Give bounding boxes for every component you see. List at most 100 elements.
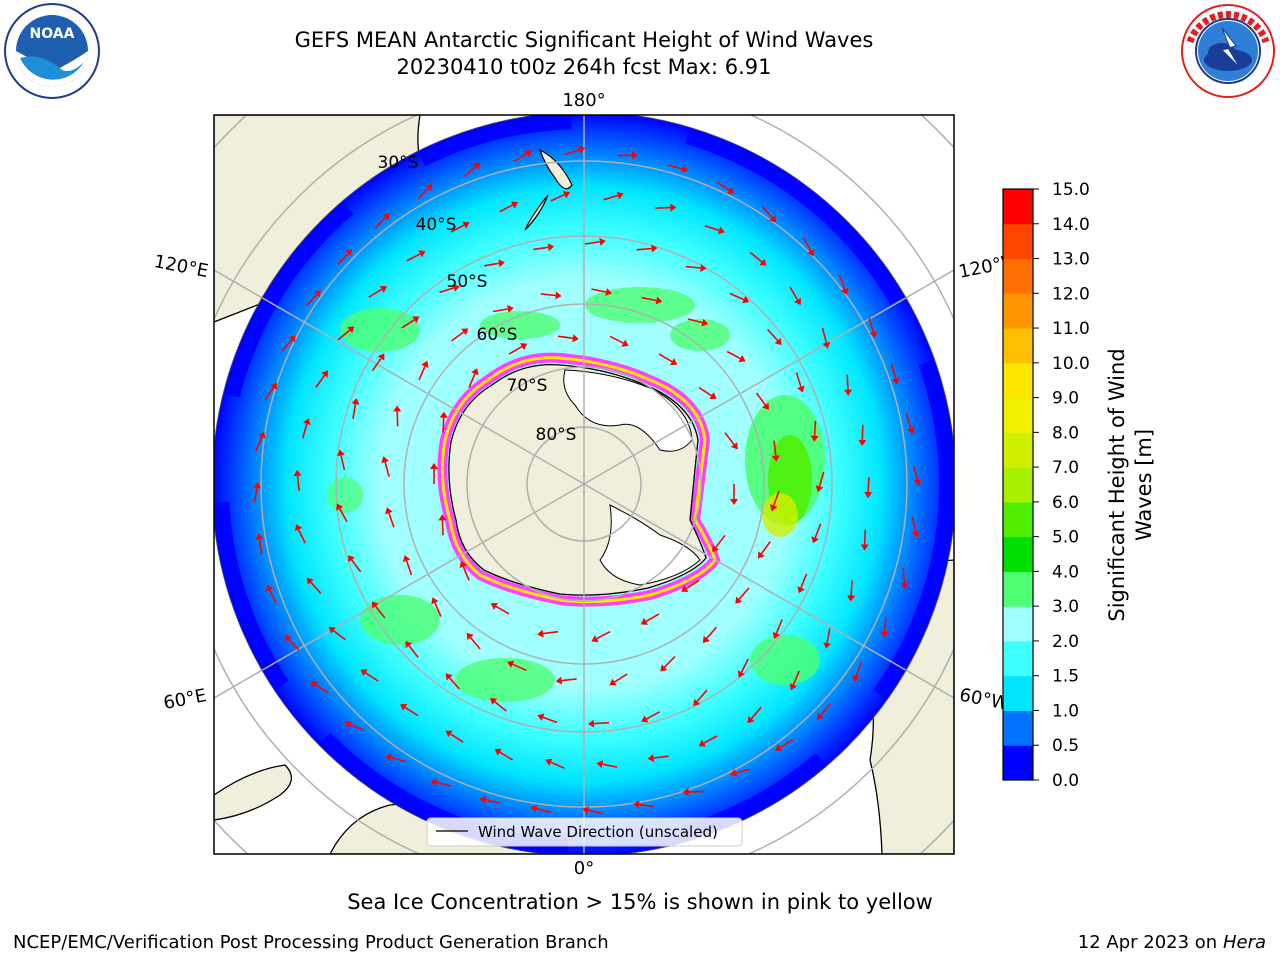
- direction-arrow: [636, 247, 652, 251]
- direction-arrow: [417, 187, 429, 200]
- direction-arrowhead: [510, 201, 519, 209]
- direction-arrowhead: [712, 544, 719, 552]
- direction-arrowhead: [797, 385, 805, 393]
- direction-arrow: [451, 331, 465, 342]
- footer-host: Hera: [1222, 932, 1266, 953]
- direction-arrowhead: [348, 555, 355, 563]
- direction-arrowhead: [582, 806, 589, 815]
- direction-arrow: [315, 374, 326, 388]
- colorbar-tick-label: 11.0: [1052, 319, 1090, 339]
- direction-arrowhead: [698, 739, 706, 747]
- lon-label-120e: 120°E: [152, 251, 210, 282]
- colorbar-tick-label: 3.0: [1052, 597, 1079, 617]
- direction-arrowhead: [757, 551, 765, 559]
- direction-arrowhead: [641, 715, 649, 723]
- direction-arrowhead: [789, 683, 797, 691]
- direction-arrowhead: [351, 398, 360, 405]
- direction-arrowhead: [494, 748, 502, 756]
- direction-arrowhead: [498, 259, 505, 268]
- direction-arrow: [254, 436, 263, 452]
- colorbar-tick-label: 6.0: [1052, 493, 1079, 513]
- direction-arrowhead: [293, 469, 302, 477]
- direction-arrow: [653, 755, 669, 759]
- direction-arrow: [704, 225, 720, 232]
- direction-arrowhead: [284, 635, 292, 643]
- direction-arrowhead: [822, 341, 831, 349]
- direction-arrow: [779, 738, 794, 749]
- direction-arrowhead: [572, 334, 579, 343]
- colorbar-tick-label: 9.0: [1052, 389, 1079, 409]
- direction-arrow: [258, 538, 263, 555]
- footer-date-text: 12 Apr 2023 on: [1077, 932, 1223, 953]
- direction-arrow: [468, 373, 476, 388]
- direction-arrow: [253, 487, 258, 503]
- direction-arrowhead: [452, 284, 460, 292]
- colorbar-tick-label: 14.0: [1052, 215, 1090, 235]
- direction-arrowhead: [537, 629, 544, 638]
- direction-arrow: [494, 701, 507, 712]
- direction-arrow: [396, 411, 399, 427]
- direction-arrowhead: [445, 673, 453, 681]
- antarctica-ice-inner: [440, 356, 717, 604]
- direction-arrowhead: [490, 602, 498, 610]
- direction-arrowhead: [599, 237, 606, 246]
- colorbar-tick-label: 5.0: [1052, 528, 1079, 548]
- direction-arrow: [333, 629, 346, 641]
- colorbar: 0.0 0.5 1.0 1.5 2.0 3.0 4.0 5.0 6.0 7.0 8.0 9.0 10.0…: [1003, 180, 1090, 791]
- colorbar-swatch: [1003, 258, 1033, 294]
- lon-label-60e: 60°E: [162, 685, 208, 714]
- direction-arrow: [281, 339, 293, 352]
- direction-arrow: [883, 616, 887, 632]
- noaa-logo: NOAA: [4, 3, 100, 99]
- lat-label-50s: 50°S: [447, 272, 488, 292]
- chart-title: GEFS MEAN Antarctic Significant Height o…: [294, 28, 874, 52]
- direction-arrowhead: [774, 744, 783, 751]
- direction-arrowhead: [815, 485, 824, 493]
- direction-arrowhead: [906, 427, 915, 435]
- direction-arrow: [724, 432, 735, 446]
- direction-arrow: [513, 152, 528, 163]
- ross-ice-shelf: [563, 369, 693, 452]
- direction-arrow: [861, 424, 864, 440]
- direction-arrow: [441, 520, 444, 536]
- direction-arrowhead: [911, 530, 920, 538]
- direction-arrowhead: [864, 491, 873, 499]
- colorbar-tick-label: 2.0: [1052, 632, 1079, 652]
- direction-arrow: [855, 662, 863, 677]
- direction-arrowhead: [431, 597, 439, 605]
- direction-arrowhead: [393, 405, 402, 412]
- direction-arrow: [557, 335, 573, 339]
- direction-arrowhead: [797, 586, 805, 594]
- direction-arrow: [495, 605, 510, 615]
- direction-arrowhead: [847, 595, 856, 602]
- direction-arrowhead: [418, 250, 426, 258]
- direction-arrow: [850, 580, 853, 596]
- lat-label-40s: 40°S: [416, 215, 457, 235]
- colorbar-frame: [1002, 188, 1034, 781]
- direction-arrow: [795, 372, 802, 388]
- direction-arrowhead: [681, 165, 689, 173]
- direction-arrow: [803, 237, 812, 252]
- direction-arrowhead: [844, 389, 852, 396]
- direction-arrow: [584, 241, 600, 245]
- direction-arrow: [703, 735, 718, 744]
- colorbar-tick-label: 4.0: [1052, 562, 1079, 582]
- direction-arrow: [469, 636, 481, 650]
- direction-arrow: [368, 288, 383, 298]
- direction-arrowhead: [537, 713, 545, 721]
- direction-arrow: [826, 628, 831, 644]
- direction-arrow: [638, 803, 655, 808]
- direction-arrow: [540, 293, 556, 297]
- direction-arrow: [404, 706, 419, 717]
- direction-arrow: [792, 670, 800, 686]
- direction-arrowhead: [313, 290, 321, 298]
- direction-arrowhead: [738, 355, 746, 363]
- direction-arrowhead: [530, 804, 538, 813]
- direction-arrowhead: [651, 244, 658, 253]
- direction-arrow: [305, 294, 318, 307]
- footer-date: 12 Apr 2023 on Hera: [1078, 932, 1266, 953]
- direction-arrow: [698, 386, 712, 397]
- direction-arrow: [750, 706, 762, 720]
- direction-arrowhead: [462, 221, 470, 229]
- direction-arrow: [663, 655, 676, 668]
